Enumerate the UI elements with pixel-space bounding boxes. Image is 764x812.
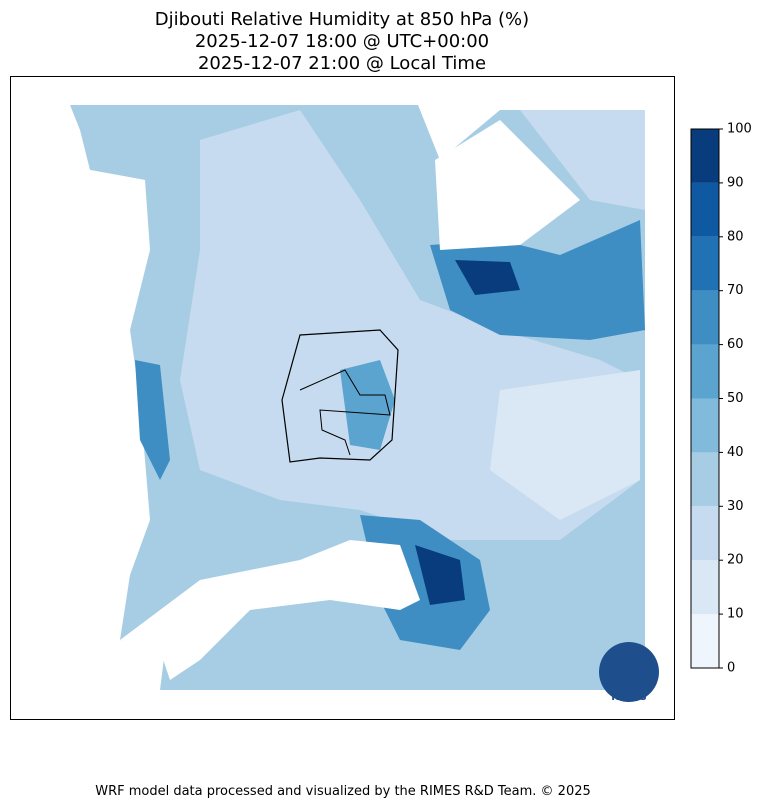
colorbar-tick-label: 50 [727, 391, 744, 406]
colorbar-swatch [691, 290, 719, 345]
footer: WRF model data processed and visualized … [95, 784, 591, 799]
humidity-field [455, 260, 520, 295]
colorbar-tick-label: 100 [727, 122, 752, 137]
humidity-field [340, 360, 395, 450]
no-data [120, 540, 420, 680]
map: RIMES [10, 76, 675, 720]
no-data [435, 120, 580, 250]
colorbar-swatch [691, 506, 719, 561]
humidity-field [415, 545, 465, 605]
colorbar-tick-label: 80 [727, 229, 744, 244]
humidity-field [135, 360, 170, 480]
humidity-field [490, 370, 640, 520]
colorbar-swatch [691, 236, 719, 291]
humidity-field [520, 110, 645, 210]
colorbar-tick-label: 70 [727, 283, 744, 298]
colorbar-swatch [691, 344, 719, 399]
country-border [281, 329, 399, 463]
colorbar-swatch [691, 398, 719, 453]
colorbar-tick-label: 60 [727, 337, 744, 352]
colorbar-swatch [691, 560, 719, 615]
colorbar-swatch [691, 452, 719, 507]
humidity-field [430, 220, 645, 340]
colorbar-tick-label: 20 [727, 553, 744, 568]
colorbar-tick-label: 40 [727, 445, 744, 460]
logo-text: RIMES [611, 692, 646, 703]
title-line: 2025-12-07 18:00 @ UTC+00:00 [195, 31, 489, 52]
no-data [40, 105, 145, 330]
colorbar-swatch [691, 182, 719, 237]
colorbar: 0 10 20 30 40 50 60 70 80 90 100 [690, 122, 752, 676]
colorbar-tick-label: 90 [727, 175, 744, 190]
region-border [299, 369, 391, 456]
colorbar-tick-label: 10 [727, 607, 744, 622]
colorbar-swatch [691, 129, 719, 183]
logo [599, 642, 659, 702]
colorbar-tick-label: 30 [727, 499, 744, 514]
title-line: 2025-12-07 21:00 @ Local Time [198, 53, 486, 74]
colorbar-tick-label: 0 [727, 661, 735, 676]
title-line: Djibouti Relative Humidity at 850 hPa (%… [155, 9, 529, 30]
colorbar-swatch [691, 614, 719, 668]
